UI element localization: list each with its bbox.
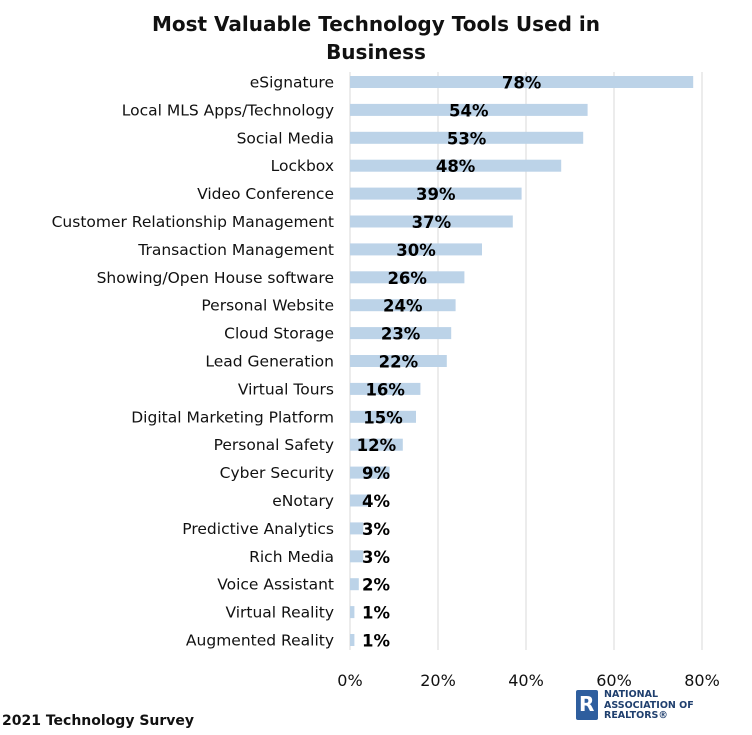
bar: [350, 410, 416, 423]
nar-logo: NATIONAL ASSOCIATION OF REALTORS®: [576, 688, 726, 724]
bar: [350, 131, 584, 144]
data-label: 15%: [363, 408, 403, 427]
bar: [350, 355, 447, 367]
data-label: 1%: [362, 604, 390, 623]
data-label: 16%: [365, 380, 405, 399]
category-label: Personal Website: [201, 297, 334, 315]
category-label: Showing/Open House software: [97, 269, 334, 287]
category-label: Personal Safety: [214, 436, 334, 454]
bar: [350, 494, 368, 507]
x-axis-ticks: 0% 20% 40% 60% 80%: [337, 671, 719, 690]
category-label: Virtual Tours: [238, 380, 334, 398]
category-label: Social Media: [237, 129, 334, 147]
realtor-r-icon: [576, 690, 598, 720]
bars: [350, 76, 694, 646]
data-label: 37%: [412, 213, 452, 232]
category-label: Digital Marketing Platform: [131, 408, 334, 426]
data-label: 3%: [362, 548, 390, 567]
x-tick-label: 60%: [596, 671, 632, 690]
category-label: Cyber Security: [220, 464, 334, 482]
bar: [350, 103, 588, 116]
data-label: 12%: [357, 436, 397, 455]
bar: [350, 438, 403, 451]
bar: [350, 187, 522, 200]
logo-text: NATIONAL ASSOCIATION OF REALTORS®: [604, 689, 694, 721]
category-label: Transaction Management: [137, 241, 334, 259]
category-label: Predictive Analytics: [182, 520, 334, 538]
bar: [350, 243, 482, 256]
category-label: Video Conference: [197, 185, 334, 203]
bar: [350, 466, 390, 479]
bar: [350, 327, 452, 340]
category-labels: eSignature Local MLS Apps/Technology Socia…: [52, 74, 334, 650]
data-label: 1%: [362, 632, 390, 651]
bar: [350, 299, 456, 312]
data-label: 39%: [416, 185, 456, 204]
data-label: 30%: [396, 241, 436, 260]
category-label: Lockbox: [271, 157, 334, 175]
source-note: 2021 Technology Survey: [2, 713, 195, 729]
bar: [350, 382, 421, 395]
data-label: 24%: [383, 297, 423, 316]
data-label: 2%: [362, 576, 390, 595]
bar: [350, 76, 694, 88]
bar: [350, 522, 364, 535]
data-label: 78%: [502, 74, 542, 93]
bar: [350, 215, 513, 228]
chart-title: Most Valuable Technology Tools Used in B…: [151, 12, 601, 64]
data-labels: 78% 54% 53% 48% 39% 37% 30% 26% 24% 23% 22% 16% 15% 1…: [357, 74, 542, 651]
data-label: 3%: [362, 520, 390, 539]
data-label: 9%: [362, 464, 390, 483]
category-label: eNotary: [272, 492, 334, 510]
bar: [350, 159, 562, 172]
bar-chart: eSignature Local MLS Apps/Technology Socia…: [52, 72, 720, 690]
x-tick-label: 20%: [420, 671, 456, 690]
category-label: Customer Relationship Management: [52, 213, 334, 231]
category-label: Rich Media: [249, 548, 334, 566]
category-label: Lead Generation: [205, 353, 334, 371]
data-label: 4%: [362, 492, 390, 511]
data-label: 26%: [387, 269, 427, 288]
bar: [350, 634, 355, 646]
bar: [350, 550, 364, 563]
category-label: Local MLS Apps/Technology: [122, 101, 334, 119]
category-label: Augmented Reality: [186, 632, 334, 650]
category-label: Voice Assistant: [217, 576, 334, 594]
bar: [350, 271, 465, 284]
bar: [350, 578, 359, 591]
x-tick-label: 80%: [684, 671, 720, 690]
data-label: 22%: [379, 353, 419, 372]
category-label: Virtual Reality: [225, 604, 334, 622]
data-label: 23%: [381, 325, 421, 344]
category-label: eSignature: [250, 74, 334, 92]
x-tick-label: 0%: [337, 671, 362, 690]
data-label: 54%: [449, 101, 489, 120]
category-label: Cloud Storage: [224, 325, 334, 343]
data-label: 53%: [447, 129, 487, 148]
x-tick-label: 40%: [508, 671, 544, 690]
data-label: 48%: [436, 157, 476, 176]
bar: [350, 606, 355, 619]
